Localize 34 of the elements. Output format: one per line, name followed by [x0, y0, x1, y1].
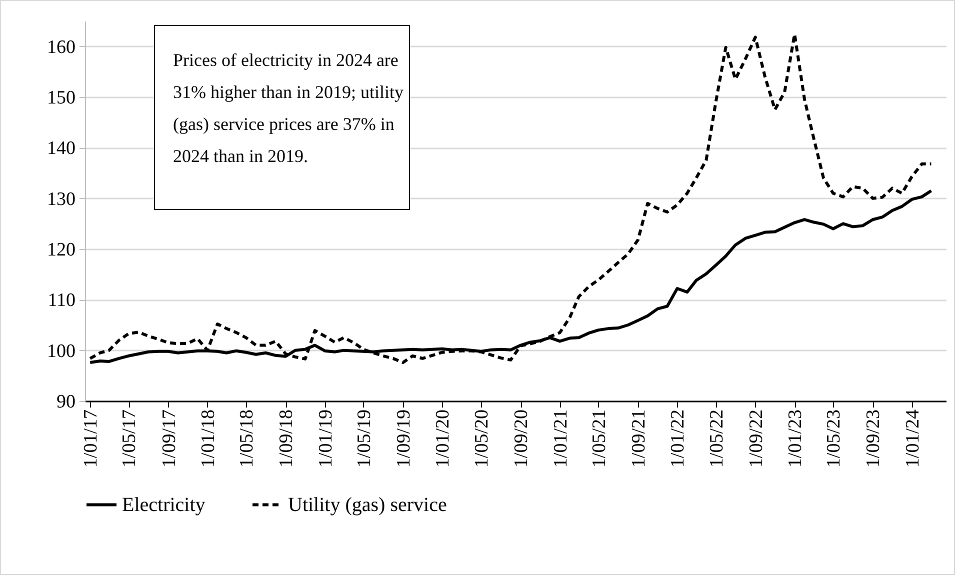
- y-tick-label: 160: [47, 36, 76, 58]
- x-tick-label: 1/05/19: [354, 410, 375, 468]
- x-tick-label: 1/01/20: [432, 410, 454, 468]
- x-tick-label: 1/05/18: [236, 410, 258, 468]
- x-tick-label: 1/05/21: [588, 410, 610, 468]
- x-tick-label: 1/09/23: [863, 410, 884, 468]
- y-tick-label: 150: [47, 88, 76, 108]
- x-tick-label: 1/09/17: [158, 410, 180, 468]
- note-box: Prices of electricity in 2024 are 31% higher than in 2019; utility (gas) service prices are 37% in 2024 than in 2019.: [154, 25, 410, 210]
- x-tick-label: 1/01/24: [902, 409, 924, 468]
- x-tick-label: 1/05/20: [472, 410, 493, 468]
- y-tick-label: 110: [48, 290, 76, 312]
- x-tick-label: 1/01/19: [315, 410, 336, 468]
- x-tick-label: 1/05/23: [824, 410, 845, 468]
- x-tick-label: 1/01/21: [550, 410, 572, 468]
- x-tick-label: 1/01/17: [80, 410, 102, 468]
- x-tick-label: 1/05/22: [706, 410, 728, 468]
- x-tick-label: 1/01/23: [785, 410, 806, 468]
- x-tick-label: 1/09/21: [628, 410, 650, 468]
- y-tick-label: 100: [47, 340, 76, 362]
- line-series: [88, 32, 933, 364]
- x-tick-label: 1/09/20: [511, 410, 532, 468]
- legend-label: Utility (gas) service: [288, 494, 447, 516]
- legend-label: Electricity: [122, 494, 206, 516]
- x-tick-label: 1/05/17: [119, 410, 140, 468]
- x-tick-label: 1/09/19: [393, 410, 414, 468]
- y-tick-label: 120: [47, 240, 76, 260]
- y-tick-label: 130: [47, 188, 76, 210]
- x-tick-label: 1/09/18: [276, 410, 298, 468]
- x-tick-label: 1/01/22: [668, 410, 689, 468]
- x-tick-label: 1/09/22: [746, 410, 767, 468]
- y-tick-label: 90: [56, 392, 76, 412]
- x-tick-label: 1/01/18: [198, 410, 219, 468]
- y-tick-label: 140: [47, 138, 76, 160]
